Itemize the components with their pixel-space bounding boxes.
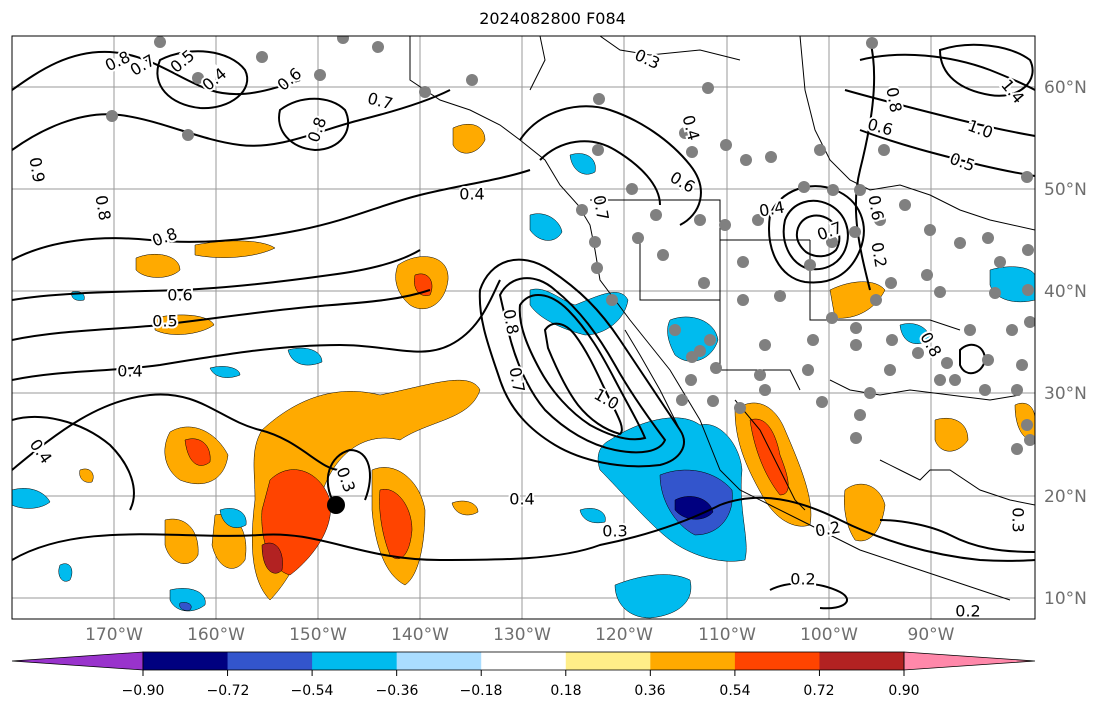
colorbar-tick-label: −0.90: [121, 683, 165, 699]
contour-label: 0.4: [459, 185, 484, 204]
positive-anomaly-fills: [79, 124, 1035, 601]
lat-label-50n: 50°N: [1044, 180, 1087, 200]
contour-label: 0.2: [955, 602, 980, 621]
lat-label-60n: 60°N: [1044, 78, 1087, 98]
colorbar-tick-label: 0.18: [550, 683, 582, 699]
lat-label-30n: 30°N: [1044, 384, 1087, 404]
colorbar-tick-label: 0.36: [634, 683, 666, 699]
colorbar-cell: [396, 652, 482, 670]
colorbar: [11, 651, 1036, 676]
lon-label-120w: 120°W: [595, 625, 653, 645]
lon-label-160w: 160°W: [187, 625, 245, 645]
colorbar-cell: [734, 652, 820, 670]
colorbar-cell: [565, 652, 651, 670]
colorbar-high-extend: [903, 651, 1036, 671]
contour-lines: [12, 39, 1035, 610]
coastlines: [409, 36, 1035, 601]
lat-label-40n: 40°N: [1044, 282, 1087, 302]
colorbar-tick-label: 0.54: [719, 683, 751, 699]
colorbar-cell: [481, 652, 567, 670]
lon-label-130w: 130°W: [493, 625, 551, 645]
lat-label-10n: 10°N: [1044, 589, 1087, 609]
colorbar-tick-label: 0.72: [803, 683, 835, 699]
lon-label-150w: 150°W: [289, 625, 347, 645]
contour-label: 0.7: [505, 366, 528, 394]
contour-label: 0.6: [864, 194, 887, 222]
colorbar-cell: [819, 652, 905, 670]
colorbar-tick-label: −0.18: [459, 683, 503, 699]
colorbar-tick-label: 0.90: [888, 683, 920, 699]
contour-label: 0.3: [602, 522, 627, 541]
lon-label-110w: 110°W: [698, 625, 756, 645]
map-title: 2024082800 F084: [479, 9, 626, 28]
station-dots: [106, 36, 1035, 455]
colorbar-low-extend: [11, 651, 144, 671]
lon-label-90w: 90°W: [907, 625, 955, 645]
contour-label: 0.5: [152, 312, 177, 331]
storm-center-marker: [327, 496, 345, 514]
lon-label-100w: 100°W: [800, 625, 858, 645]
colorbar-cell: [312, 652, 398, 670]
colorbar-cell: [227, 652, 313, 670]
colorbar-tick-label: −0.72: [206, 683, 250, 699]
lon-label-170w: 170°W: [85, 625, 143, 645]
colorbar-tick-label: −0.54: [290, 683, 334, 699]
contour-label: 0.3: [1009, 507, 1028, 532]
contour-label: 0.4: [117, 362, 142, 381]
colorbar-tick-label: −0.36: [375, 683, 419, 699]
contour-label: 0.8: [499, 308, 522, 336]
colorbar-cell: [143, 652, 229, 670]
contour-label: 0.2: [790, 570, 815, 589]
contour-label: 0.6: [167, 286, 192, 305]
lat-label-20n: 20°N: [1044, 487, 1087, 507]
lon-label-140w: 140°W: [391, 625, 449, 645]
contour-label: 0.4: [509, 490, 534, 509]
colorbar-cell: [650, 652, 736, 670]
negative-anomaly-fills: [12, 153, 1035, 619]
